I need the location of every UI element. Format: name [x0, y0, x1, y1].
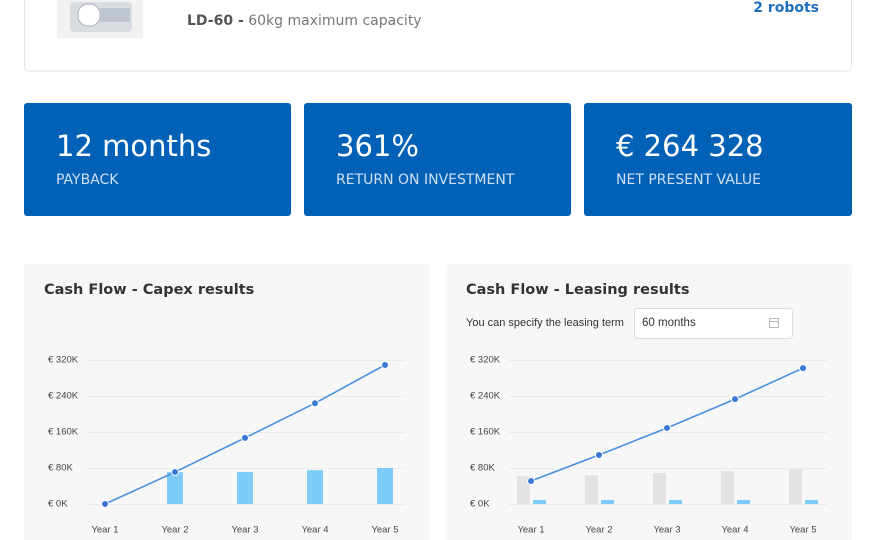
- kpi-card: [584, 103, 852, 216]
- line-point: [595, 450, 603, 459]
- line-point: [799, 364, 807, 373]
- chart-title: Cash Flow - Leasing results: [466, 282, 689, 298]
- chart-card: [24, 264, 429, 540]
- calendar-icon[interactable]: [769, 318, 779, 328]
- kpi-value: € 264 328: [616, 129, 764, 163]
- kpi-card: [304, 103, 571, 216]
- bar: [669, 499, 682, 504]
- line-point: [381, 360, 389, 369]
- bar: [517, 476, 530, 504]
- product-model: LD-60 -: [187, 13, 244, 29]
- x-tick-label: Year 1: [517, 525, 544, 536]
- line-point: [527, 477, 535, 486]
- x-tick-label: Year 4: [721, 525, 748, 536]
- kpi-label: NET PRESENT VALUE: [616, 172, 761, 188]
- chart-title: Cash Flow - Capex results: [44, 282, 254, 298]
- line-point: [311, 399, 319, 408]
- bar: [533, 499, 546, 504]
- robot-count[interactable]: 2 robots: [753, 0, 819, 16]
- leasing-term-label: You can specify the leasing term: [466, 317, 624, 329]
- x-tick-label: Year 2: [161, 525, 188, 536]
- robot-image: [57, 0, 143, 38]
- y-tick-label: € 160K: [470, 427, 501, 438]
- x-tick-label: Year 2: [585, 525, 612, 536]
- bar: [721, 471, 734, 504]
- y-tick-label: € 80K: [470, 463, 495, 474]
- line-point: [241, 433, 249, 442]
- line-point: [663, 423, 671, 432]
- bar: [601, 499, 614, 504]
- kpi-label: PAYBACK: [56, 172, 119, 188]
- kpi-value: 361%: [336, 129, 419, 163]
- bar: [167, 472, 183, 504]
- x-tick-label: Year 3: [231, 525, 258, 536]
- product-card: [24, 0, 852, 72]
- bar: [653, 472, 666, 504]
- kpi-card: [24, 103, 291, 216]
- kpi-value: 12 months: [56, 129, 211, 163]
- y-tick-label: € 320K: [48, 355, 79, 366]
- line-point: [101, 500, 109, 508]
- y-tick-label: € 0K: [48, 499, 68, 510]
- kpi-label: RETURN ON INVESTMENT: [336, 172, 515, 188]
- bar: [789, 468, 802, 504]
- x-tick-label: Year 1: [91, 525, 118, 536]
- y-tick-label: € 160K: [48, 427, 79, 438]
- y-tick-label: € 0K: [470, 499, 490, 510]
- x-tick-label: Year 5: [789, 525, 816, 536]
- line-point: [171, 468, 179, 477]
- y-tick-label: € 320K: [470, 355, 501, 366]
- bar: [585, 475, 598, 504]
- line-point: [731, 395, 739, 404]
- y-tick-label: € 240K: [470, 391, 501, 402]
- leasing-term-value: 60 months: [642, 317, 696, 329]
- product-description: 60kg maximum capacity: [248, 13, 421, 29]
- bar: [237, 472, 253, 504]
- x-tick-label: Year 4: [301, 525, 328, 536]
- leasing-term-input[interactable]: [634, 308, 793, 339]
- bar: [377, 468, 393, 504]
- bar: [805, 499, 818, 504]
- bar: [307, 470, 323, 504]
- x-tick-label: Year 3: [653, 525, 680, 536]
- product-text: LD-60 - 60kg maximum capacity: [187, 13, 422, 29]
- bar: [737, 499, 750, 504]
- y-tick-label: € 240K: [48, 391, 79, 402]
- x-tick-label: Year 5: [371, 525, 398, 536]
- y-tick-label: € 80K: [48, 463, 73, 474]
